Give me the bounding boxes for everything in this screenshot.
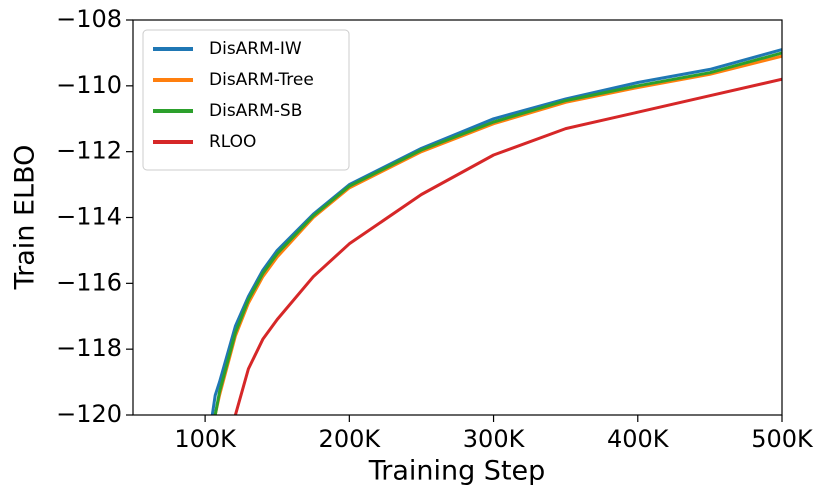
series-line	[213, 51, 782, 415]
legend-label: DisARM-SB	[209, 101, 302, 121]
y-tick-label: −120	[56, 400, 122, 428]
y-tick-label: −116	[56, 268, 122, 296]
legend-label: DisARM-Tree	[209, 70, 314, 90]
legend-box	[142, 29, 350, 171]
x-axis-label: Training Step	[368, 456, 546, 487]
x-tick-label: 400K	[607, 425, 670, 453]
plot-area	[210, 48, 782, 415]
y-tick-label: −112	[56, 137, 122, 165]
x-tick-label: 500K	[751, 425, 814, 453]
legend-label: DisARM-IW	[209, 39, 302, 59]
series-line	[233, 77, 782, 415]
y-tick-label: −110	[56, 71, 122, 99]
y-tick-label: −114	[56, 203, 122, 231]
legend-label: RLOO	[209, 132, 256, 152]
y-tick-label: −108	[56, 5, 122, 33]
y-tick-label: −118	[56, 334, 122, 362]
y-axis-label: Train ELBO	[10, 145, 41, 291]
x-tick-label: 300K	[463, 425, 526, 453]
x-tick-label: 200K	[319, 425, 382, 453]
x-tick-label: 100K	[174, 425, 237, 453]
